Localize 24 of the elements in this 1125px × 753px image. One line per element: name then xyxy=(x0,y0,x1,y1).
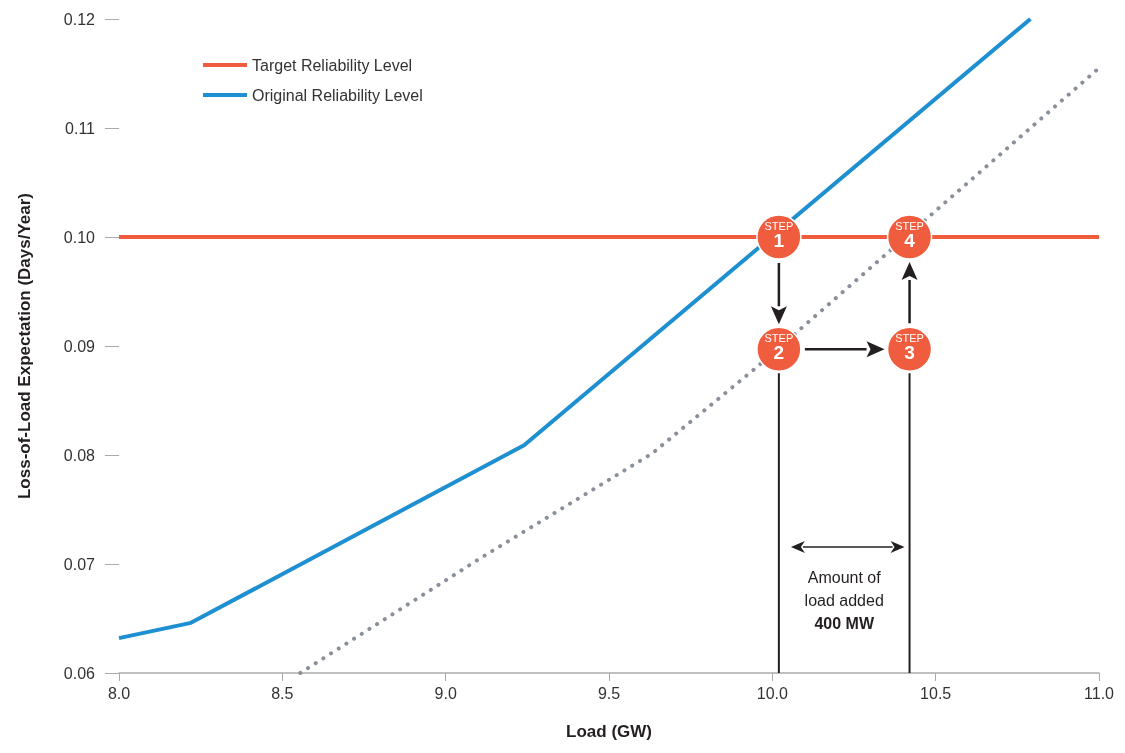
x-tick-label: 9.0 xyxy=(434,684,457,702)
y-tick-label: 0.06 xyxy=(63,664,96,682)
annotation: Amount of load added 400 MW xyxy=(804,569,884,632)
legend-label: Target Reliability Level xyxy=(252,56,413,74)
y-tick-label: 0.08 xyxy=(63,446,96,464)
annotation: STEP 3 xyxy=(895,332,924,364)
annotation: STEP 4 xyxy=(895,220,924,251)
x-tick-label: 11.0 xyxy=(1084,684,1115,702)
annotation: STEP 2 xyxy=(764,332,794,364)
x-tick-label: 10.5 xyxy=(920,684,952,702)
legend-label: Original Reliability Level xyxy=(252,86,423,104)
y-tick-label: 0.12 xyxy=(63,10,96,28)
x-tick-label: 8.0 xyxy=(107,684,131,702)
line-series xyxy=(117,17,1033,641)
y-tick-label: 0.10 xyxy=(63,228,96,246)
annotation: STEP 1 xyxy=(764,220,794,251)
x-tick-label: 10.0 xyxy=(756,684,789,702)
y-tick-label: 0.09 xyxy=(63,337,96,355)
y-axis-title: Loss-of-Load Expectation (Days/Year) xyxy=(15,192,34,500)
x-tick-label: 9.5 xyxy=(597,684,621,702)
x-axis-title: Load (GW) xyxy=(566,722,652,741)
y-tick-label: 0.07 xyxy=(63,555,96,573)
y-tick-label: 0.11 xyxy=(65,119,96,137)
x-tick-label: 8.5 xyxy=(271,684,294,702)
